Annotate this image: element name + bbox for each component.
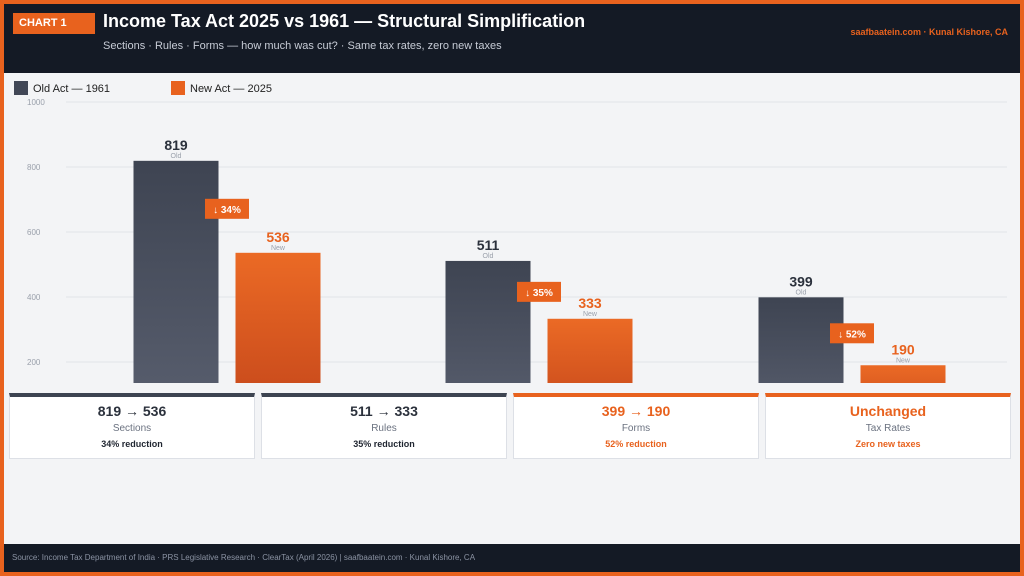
legend-new: New Act — 2025 <box>171 81 272 95</box>
card-note: 34% reduction <box>101 439 163 449</box>
card-note: Zero new taxes <box>855 439 921 449</box>
reduction-badge <box>830 323 874 344</box>
legend-swatch-old <box>14 81 28 95</box>
summary-cards: 819 → 536 Sections 34% reduction 511 → 3… <box>9 389 1015 525</box>
chart-subtitle: Sections · Rules · Forms — how much was … <box>103 40 502 52</box>
data-label-old: 511 <box>477 237 500 253</box>
card-value: Unchanged <box>849 403 927 419</box>
reduction-badge <box>205 198 249 219</box>
data-tag-new: New <box>271 245 286 252</box>
reduction-label: ↓ 34% <box>213 205 241 216</box>
card-note: 52% reduction <box>605 439 667 449</box>
data-tag-old: Old <box>483 253 494 260</box>
legend-label-old: Old Act — 1961 <box>33 83 111 95</box>
card-label: Forms <box>621 423 651 434</box>
brand-credit: saafbaatein.com · Kunal Kishore, CA <box>850 27 1008 37</box>
source-footer: Source: Income Tax Department of India ·… <box>4 544 1020 572</box>
reduction-badge <box>517 281 561 302</box>
y-tick-label: 600 <box>27 228 41 237</box>
summary-card-tax-rates: Unchanged Tax Rates Zero new taxes <box>765 393 1011 459</box>
y-tick-label: 200 <box>27 358 41 367</box>
card-label: Rules <box>371 423 397 434</box>
summary-card-rules: 511 → 333 Rules 35% reduction <box>261 393 507 459</box>
bar-new-sections <box>235 252 321 383</box>
reduction-label: ↓ 52% <box>838 329 866 340</box>
data-label-old: 399 <box>789 273 813 289</box>
bar-old-rules <box>445 260 531 383</box>
data-tag-new: New <box>896 357 911 364</box>
bar-new-rules <box>547 318 633 383</box>
bar-old-forms <box>758 297 844 383</box>
y-tick-label: 800 <box>27 163 41 172</box>
chart-tag: CHART 1 <box>13 13 95 34</box>
chart-frame: CHART 1 Income Tax Act 2025 vs 1961 — St… <box>4 4 1020 572</box>
legend-label-new: New Act — 2025 <box>190 83 272 95</box>
data-label-new: 190 <box>891 341 915 357</box>
y-tick-label: 400 <box>27 293 41 302</box>
card-value: 511 → 333 <box>350 403 418 419</box>
y-tick-label: 1000 <box>27 98 45 107</box>
data-tag-new: New <box>583 311 598 318</box>
card-note: 35% reduction <box>353 439 415 449</box>
card-value: 399 → 190 <box>601 403 671 419</box>
data-label-old: 819 <box>164 137 188 153</box>
chart-title: Income Tax Act 2025 vs 1961 — Structural… <box>103 11 586 31</box>
data-tag-old: Old <box>171 153 182 160</box>
summary-card-forms: 399 → 190 Forms 52% reduction <box>513 393 759 459</box>
data-tag-old: Old <box>796 289 807 296</box>
card-value: 819 → 536 <box>97 403 167 419</box>
legend-swatch-new <box>171 81 185 95</box>
header-bar: CHART 1 Income Tax Act 2025 vs 1961 — St… <box>4 4 1020 73</box>
reduction-label: ↓ 35% <box>525 288 553 299</box>
data-label-new: 536 <box>266 229 290 245</box>
summary-card-sections: 819 → 536 Sections 34% reduction <box>9 393 255 459</box>
bar-old-sections <box>133 160 219 383</box>
legend-old: Old Act — 1961 <box>14 81 110 95</box>
data-label-new: 333 <box>578 295 602 311</box>
bar-new-forms <box>860 365 946 383</box>
card-label: Tax Rates <box>865 423 911 434</box>
card-label: Sections <box>112 423 152 434</box>
